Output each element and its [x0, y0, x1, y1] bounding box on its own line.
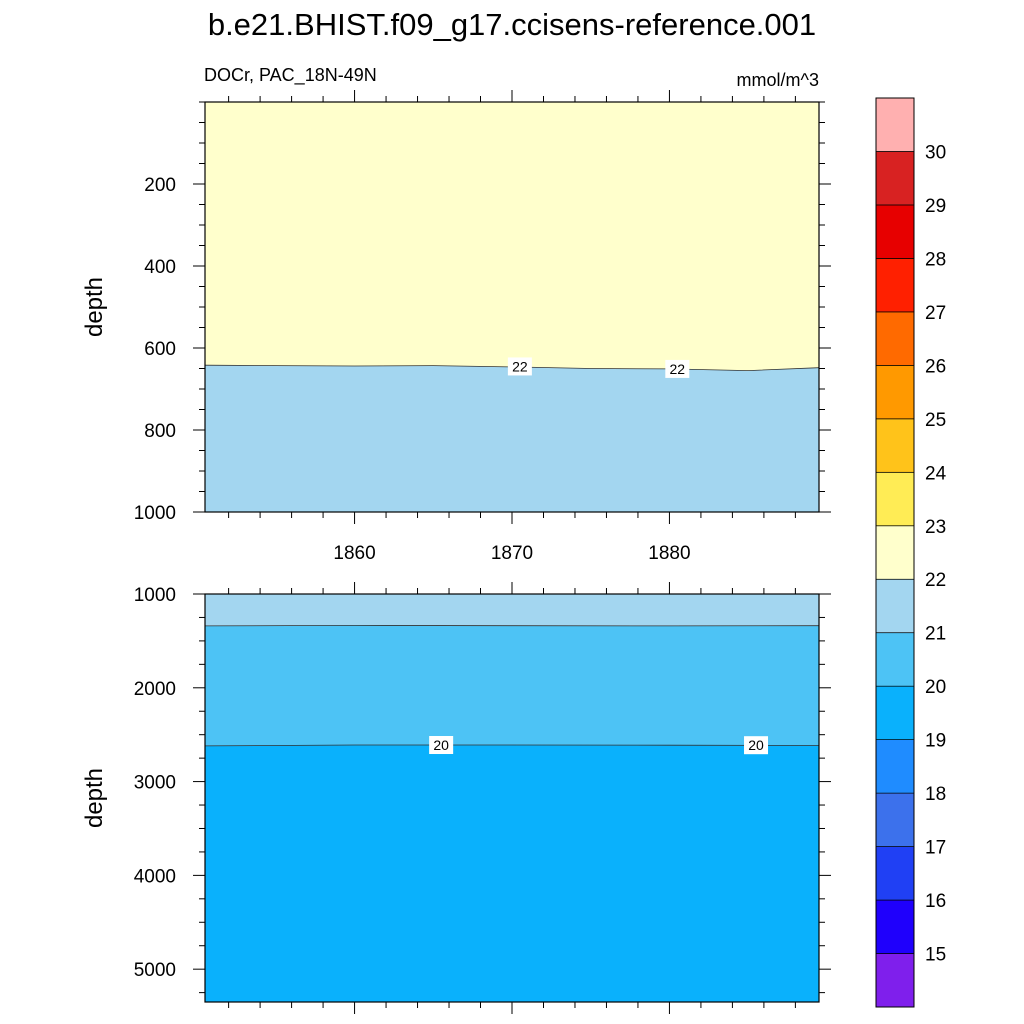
colorbar-swatch	[875, 578, 915, 634]
colorbar-swatch	[875, 685, 915, 740]
y-tick-label: 200	[144, 175, 176, 196]
y-tick-label: 4000	[134, 866, 176, 887]
colorbar: 15 16 17 18 19 20 21 22 23 24 25 26 27 28 29 30	[875, 97, 947, 1008]
colorbar-label: 29	[925, 196, 946, 217]
colorbar-swatch	[875, 311, 915, 366]
y-tick-label: 5000	[134, 960, 176, 981]
contour-label-text: 20	[748, 737, 764, 753]
contour-fills-lower	[204, 594, 820, 1002]
colorbar-label: 24	[925, 463, 947, 484]
contour-label-box	[429, 736, 454, 755]
contour-line-21	[204, 624, 820, 627]
colorbar-swatch	[875, 204, 915, 259]
colorbar-swatch	[875, 151, 915, 206]
contour-fills-upper	[204, 102, 820, 512]
colorbar-swatch	[875, 792, 915, 847]
variable-region-label: DOCr, PAC_18N-49N	[204, 65, 377, 86]
y-axis-label: depth	[81, 768, 108, 828]
contour-label-text: 22	[512, 358, 528, 374]
colorbar-label: 23	[925, 517, 946, 538]
contour-label: 22	[665, 359, 690, 378]
colorbar-swatch	[875, 739, 915, 794]
colorbar-label: 25	[925, 410, 946, 431]
panel-upper: 200 400 600 800 1000 depth 1860 1870 1880 22 22	[81, 90, 831, 564]
panels-group: 200 400 600 800 1000 depth 1860 1870 1880 22 22 100…	[81, 90, 831, 1014]
contour-label-box	[665, 359, 690, 378]
colorbar-label: 26	[925, 356, 946, 377]
contour-label-text: 20	[433, 737, 449, 753]
contour-label-box	[744, 736, 769, 755]
y-axis-upper: 200 400 600 800 1000	[134, 101, 831, 524]
colorbar-label: 30	[925, 142, 946, 163]
colorbar-label: 22	[925, 570, 946, 591]
contour-label: 22	[507, 357, 532, 376]
x-axis-lower	[228, 582, 796, 1014]
colorbar-swatch	[875, 525, 915, 580]
colorbar-swatch	[875, 953, 915, 1008]
colorbar-label: 17	[925, 838, 946, 859]
colorbar-swatch	[875, 899, 915, 954]
contour-fill-lower-2	[205, 745, 819, 1002]
colorbar-label: 15	[925, 945, 946, 966]
y-tick-label: 800	[144, 421, 176, 442]
y-tick-label: 1000	[134, 585, 176, 606]
x-tick-label: 1860	[333, 543, 375, 564]
colorbar-swatch	[875, 632, 915, 687]
colorbar-label: 28	[925, 249, 946, 270]
colorbar-label: 21	[925, 624, 946, 645]
colorbar-frame	[875, 97, 915, 1008]
colorbar-label: 27	[925, 303, 946, 324]
colorbar-swatch	[875, 258, 915, 313]
contour-line-20	[204, 744, 820, 747]
colorbar-swatch	[875, 97, 915, 152]
colorbar-swatch	[875, 365, 915, 420]
y-tick-label: 600	[144, 339, 176, 360]
y-tick-label: 1000	[134, 503, 176, 524]
y-tick-label: 3000	[134, 773, 176, 794]
colorbar-label: 16	[925, 891, 946, 912]
x-tick-label: 1880	[648, 543, 690, 564]
colorbar-swatch	[875, 471, 915, 527]
panel-lower: 1000 2000 3000 4000 5000 depth 20 20	[81, 582, 831, 1014]
chart-title: b.e21.BHIST.f09_g17.ccisens-reference.00…	[208, 7, 816, 42]
x-tick-label: 1870	[491, 543, 533, 564]
contour-label: 20	[744, 736, 769, 755]
y-axis-label: depth	[81, 277, 108, 337]
y-tick-label: 2000	[134, 679, 176, 700]
colorbar-swatch	[875, 418, 915, 473]
colorbar-label: 18	[925, 784, 946, 805]
y-tick-label: 400	[144, 257, 176, 278]
units-label: mmol/m^3	[737, 70, 819, 90]
colorbar-label: 19	[925, 731, 946, 752]
colorbar-label: 20	[925, 677, 946, 698]
colorbar-swatch	[875, 846, 915, 901]
contour-label-text: 22	[670, 361, 686, 377]
y-axis-lower: 1000 2000 3000 4000 5000	[134, 585, 831, 994]
contour-fill-upper-1	[205, 365, 819, 512]
x-axis-upper: 1860 1870 1880	[228, 90, 796, 564]
contour-label-box	[507, 357, 532, 376]
contour-label: 20	[429, 736, 454, 755]
